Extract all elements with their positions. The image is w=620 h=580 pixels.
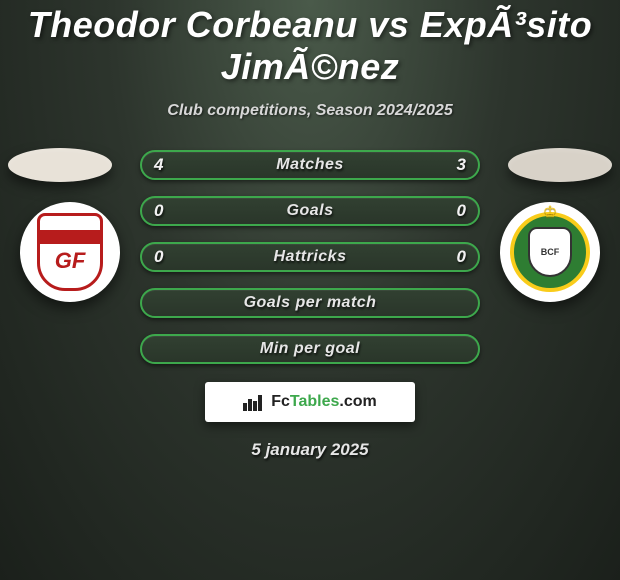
stat-right-value: 3 (457, 155, 466, 175)
bar-chart-icon (243, 393, 265, 411)
page-title: Theodor Corbeanu vs ExpÃ³sito JimÃ©nez (0, 0, 620, 88)
stat-right-value: 0 (457, 247, 466, 267)
stat-label: Goals per match (244, 294, 377, 312)
brand-name-b: Tables (290, 393, 340, 410)
stat-row-goals-per-match: Goals per match (140, 288, 480, 318)
stat-rows: 4 Matches 3 0 Goals 0 0 Hattricks 0 Goal… (140, 150, 480, 364)
stat-label: Hattricks (274, 248, 347, 266)
stat-row-goals: 0 Goals 0 (140, 196, 480, 226)
stat-right-value: 0 (457, 201, 466, 221)
stat-row-min-per-goal: Min per goal (140, 334, 480, 364)
granada-crest-icon: GF (37, 213, 103, 291)
burgos-crest-icon: ♔ BCF (510, 212, 590, 292)
left-club-badge: GF (20, 202, 120, 302)
stat-label: Matches (276, 156, 344, 174)
stat-left-value: 0 (154, 201, 163, 221)
stat-label: Min per goal (260, 340, 360, 358)
brand-panel[interactable]: FcTables.com (205, 382, 415, 422)
brand-name-a: Fc (271, 393, 290, 410)
left-player-dot (8, 148, 112, 182)
comparison-stage: GF ♔ BCF 4 Matches 3 0 Goals 0 0 Hattric… (0, 150, 620, 460)
stat-row-hattricks: 0 Hattricks 0 (140, 242, 480, 272)
stat-label: Goals (287, 202, 334, 220)
brand-text: FcTables.com (271, 393, 377, 411)
stat-row-matches: 4 Matches 3 (140, 150, 480, 180)
page-subtitle: Club competitions, Season 2024/2025 (0, 102, 620, 120)
right-club-badge: ♔ BCF (500, 202, 600, 302)
stat-left-value: 0 (154, 247, 163, 267)
comparison-date: 5 january 2025 (0, 440, 620, 460)
brand-suffix: .com (339, 393, 376, 410)
stat-left-value: 4 (154, 155, 163, 175)
right-player-dot (508, 148, 612, 182)
